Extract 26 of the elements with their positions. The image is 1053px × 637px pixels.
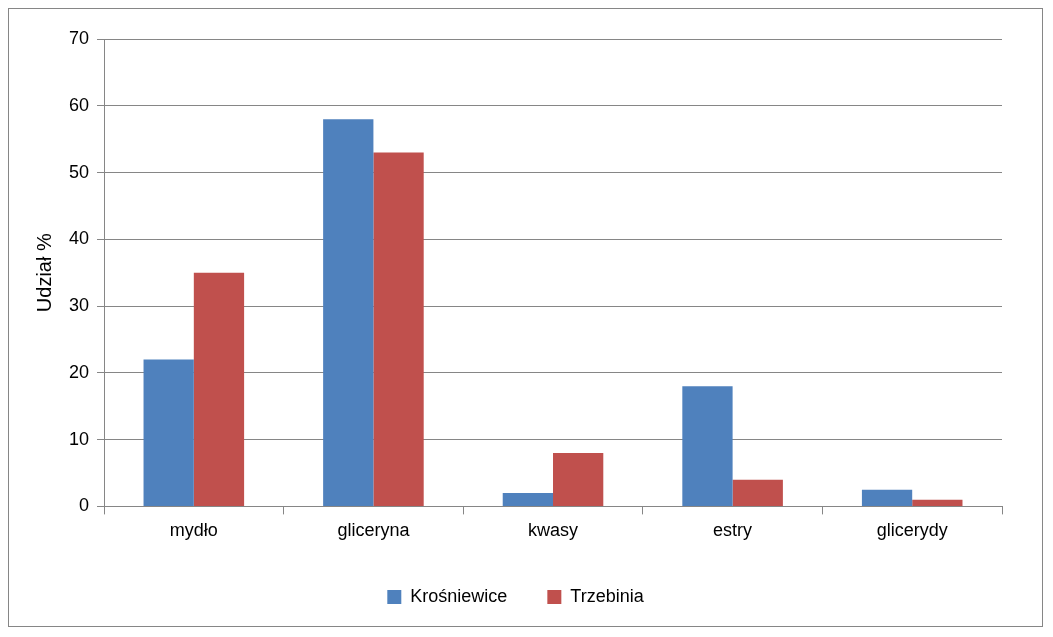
bar bbox=[912, 499, 963, 506]
x-tick-label: mydło bbox=[169, 520, 218, 541]
bar bbox=[502, 493, 554, 506]
legend-label: Trzebinia bbox=[570, 585, 645, 606]
bar bbox=[861, 489, 913, 506]
bar bbox=[732, 479, 783, 506]
y-tick-label: 50 bbox=[68, 161, 90, 182]
y-tick-label: 30 bbox=[68, 295, 90, 316]
y-tick-label: 20 bbox=[68, 361, 90, 382]
y-tick-label: 60 bbox=[68, 94, 90, 115]
y-tick-label: 40 bbox=[68, 228, 90, 249]
legend-label: Krośniewice bbox=[410, 585, 508, 606]
bar bbox=[682, 386, 733, 506]
bar bbox=[323, 119, 374, 506]
x-tick-label: glicerydy bbox=[876, 520, 948, 541]
y-tick-label: 70 bbox=[68, 27, 90, 48]
bar bbox=[553, 452, 604, 506]
x-tick-label: gliceryna bbox=[337, 520, 411, 541]
y-axis-title: Udział % bbox=[32, 233, 55, 313]
bar bbox=[143, 359, 194, 506]
x-tick-label: estry bbox=[713, 520, 753, 541]
bar bbox=[373, 152, 424, 506]
y-tick-label: 10 bbox=[68, 428, 90, 449]
bar bbox=[193, 272, 245, 506]
y-tick-label: 0 bbox=[79, 495, 90, 516]
x-tick-label: kwasy bbox=[528, 520, 579, 541]
